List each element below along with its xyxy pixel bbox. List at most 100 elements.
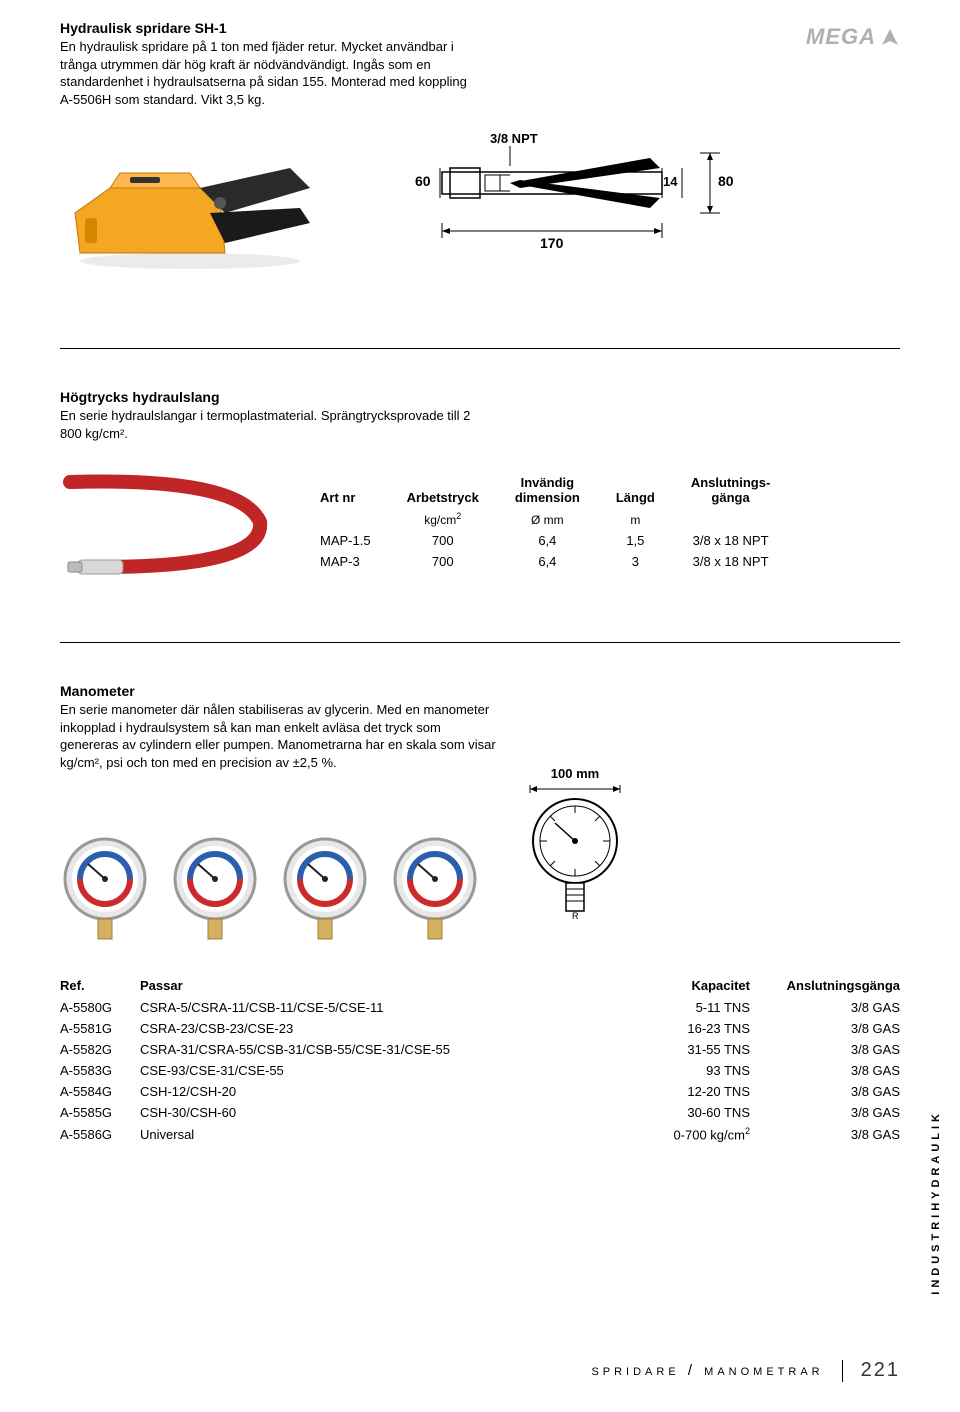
- hose-cell: 6,4: [497, 551, 598, 572]
- hose-th-dimension: Invändigdimension: [497, 472, 598, 508]
- hose-table: Art nr Arbetstryck Invändigdimension Län…: [320, 472, 788, 572]
- npt-label: 3/8 NPT: [490, 131, 538, 146]
- spreader-desc: En hydraulisk spridare på 1 ton med fjäd…: [60, 38, 480, 108]
- manometer-section: Manometer En serie manometer där nålen s…: [60, 683, 900, 1146]
- mano-cell: 0-700 kg/cm2: [630, 1123, 750, 1145]
- spreader-diagram-row: 3/8 NPT 60 14 80: [60, 128, 900, 288]
- hose-table-wrapper: Art nr Arbetstryck Invändigdimension Län…: [320, 472, 900, 572]
- hose-title: Högtrycks hydraulslang: [60, 389, 900, 405]
- hose-cell: MAP-3: [320, 551, 389, 572]
- mano-row: A-5582GCSRA-31/CSRA-55/CSB-31/CSB-55/CSE…: [60, 1039, 900, 1060]
- hose-unit-4: [673, 508, 788, 530]
- spreader-text: Hydraulisk spridare SH-1 En hydraulisk s…: [60, 20, 480, 108]
- mano-cell: CSH-12/CSH-20: [140, 1081, 630, 1102]
- mano-cell: 12-20 TNS: [630, 1081, 750, 1102]
- hose-section: Högtrycks hydraulslang En serie hydrauls…: [60, 389, 900, 582]
- mano-th-ganga: Anslutningsgänga: [750, 974, 900, 997]
- mega-logo: MEGA: [806, 24, 900, 50]
- svg-text:60: 60: [415, 173, 431, 189]
- footer-category: spridare / manometrar: [591, 1362, 823, 1379]
- hose-row-0: MAP-1.5 700 6,4 1,5 3/8 x 18 NPT: [320, 530, 788, 551]
- mano-cell: 31-55 TNS: [630, 1039, 750, 1060]
- footer-page: 221: [861, 1359, 900, 1382]
- mano-th-ref: Ref.: [60, 974, 140, 997]
- mano-cell: 93 TNS: [630, 1060, 750, 1081]
- mano-dim-label: 100 mm: [520, 766, 630, 781]
- mano-th-passar: Passar: [140, 974, 630, 997]
- mano-cell: CSE-93/CSE-31/CSE-55: [140, 1060, 630, 1081]
- svg-text:80: 80: [718, 173, 734, 189]
- spreader-tool-image: [60, 143, 320, 273]
- mano-images-row: 100 mm: [60, 786, 900, 944]
- mega-logo-text: MEGA: [806, 24, 876, 50]
- mano-cell: 3/8 GAS: [750, 1039, 900, 1060]
- mano-cell: A-5586G: [60, 1123, 140, 1145]
- mano-cell: CSRA-23/CSB-23/CSE-23: [140, 1018, 630, 1039]
- hose-row-1: MAP-3 700 6,4 3 3/8 x 18 NPT: [320, 551, 788, 572]
- spreader-title: Hydraulisk spridare SH-1: [60, 20, 480, 36]
- mano-title: Manometer: [60, 683, 900, 699]
- hose-th-langd: Längd: [598, 472, 673, 508]
- mano-cell: 3/8 GAS: [750, 1102, 900, 1123]
- gauge-photo-1: [60, 834, 150, 944]
- hose-cell: 3/8 x 18 NPT: [673, 551, 788, 572]
- mano-cell: CSRA-5/CSRA-11/CSB-11/CSE-5/CSE-11: [140, 997, 630, 1018]
- mano-cell: 3/8 GAS: [750, 1018, 900, 1039]
- spreader-top-row: Hydraulisk spridare SH-1 En hydraulisk s…: [60, 20, 900, 108]
- side-label: INDUSTRIHYDRAULIK: [930, 1110, 942, 1295]
- hose-cell: 3: [598, 551, 673, 572]
- mano-cell: 5-11 TNS: [630, 997, 750, 1018]
- mano-table: Ref. Passar Kapacitet Anslutningsgänga A…: [60, 974, 900, 1145]
- spreader-dimension-diagram: 3/8 NPT 60 14 80: [360, 128, 760, 288]
- hose-th-artnr: Art nr: [320, 472, 389, 508]
- mano-cell: 16-23 TNS: [630, 1018, 750, 1039]
- mano-cell: 3/8 GAS: [750, 997, 900, 1018]
- mano-cell: A-5583G: [60, 1060, 140, 1081]
- footer-divider: [842, 1360, 843, 1382]
- mano-row: A-5586GUniversal0-700 kg/cm23/8 GAS: [60, 1123, 900, 1145]
- mano-desc: En serie manometer där nålen stabilisera…: [60, 701, 500, 771]
- hose-cell: 3/8 x 18 NPT: [673, 530, 788, 551]
- mano-row: A-5580GCSRA-5/CSRA-11/CSB-11/CSE-5/CSE-1…: [60, 997, 900, 1018]
- hose-unit-1: kg/cm2: [389, 508, 497, 530]
- mano-cell: 30-60 TNS: [630, 1102, 750, 1123]
- svg-text:14: 14: [663, 174, 678, 189]
- mano-cell: CSH-30/CSH-60: [140, 1102, 630, 1123]
- svg-text:R: R: [572, 911, 579, 921]
- divider-2: [60, 642, 900, 643]
- mano-cell: A-5585G: [60, 1102, 140, 1123]
- hose-cell: 1,5: [598, 530, 673, 551]
- svg-text:170: 170: [540, 235, 564, 251]
- hose-unit-3: m: [598, 508, 673, 530]
- hose-row: Art nr Arbetstryck Invändigdimension Län…: [60, 472, 900, 582]
- gauge-dimension-diagram: R: [520, 781, 630, 921]
- mano-th-kap: Kapacitet: [630, 974, 750, 997]
- hose-unit-0: [320, 508, 389, 530]
- hose-cell: 700: [389, 551, 497, 572]
- mano-cell: A-5581G: [60, 1018, 140, 1039]
- mano-cell: CSRA-31/CSRA-55/CSB-31/CSB-55/CSE-31/CSE…: [140, 1039, 630, 1060]
- gauge-dimension-wrapper: 100 mm: [520, 766, 630, 924]
- gauge-photo-4: [390, 834, 480, 944]
- hose-cell: 6,4: [497, 530, 598, 551]
- gauge-photo-2: [170, 834, 260, 944]
- mano-row: A-5583GCSE-93/CSE-31/CSE-5593 TNS3/8 GAS: [60, 1060, 900, 1081]
- page-footer: spridare / manometrar 221: [591, 1359, 900, 1382]
- mano-cell: 3/8 GAS: [750, 1123, 900, 1145]
- spreader-section: Hydraulisk spridare SH-1 En hydraulisk s…: [60, 20, 900, 288]
- mega-logo-icon: [880, 27, 900, 47]
- divider-1: [60, 348, 900, 349]
- hose-th-ganga: Anslutnings-gänga: [673, 472, 788, 508]
- mano-cell: A-5580G: [60, 997, 140, 1018]
- mano-row: A-5581GCSRA-23/CSB-23/CSE-2316-23 TNS3/8…: [60, 1018, 900, 1039]
- mano-tbody: A-5580GCSRA-5/CSRA-11/CSB-11/CSE-5/CSE-1…: [60, 997, 900, 1145]
- mano-cell: 3/8 GAS: [750, 1060, 900, 1081]
- hose-cell: 700: [389, 530, 497, 551]
- hose-desc: En serie hydraulslangar i termoplastmate…: [60, 407, 480, 442]
- mano-cell: 3/8 GAS: [750, 1081, 900, 1102]
- mano-row: A-5585GCSH-30/CSH-6030-60 TNS3/8 GAS: [60, 1102, 900, 1123]
- hose-tbody: MAP-1.5 700 6,4 1,5 3/8 x 18 NPT MAP-3 7…: [320, 530, 788, 572]
- gauge-photo-3: [280, 834, 370, 944]
- mano-cell: Universal: [140, 1123, 630, 1145]
- hose-th-arbetstryck: Arbetstryck: [389, 472, 497, 508]
